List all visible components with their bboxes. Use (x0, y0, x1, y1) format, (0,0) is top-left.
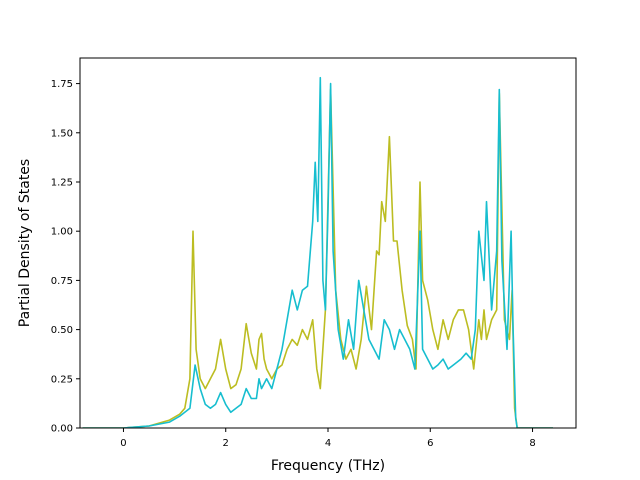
x-tick-label: 8 (529, 438, 535, 449)
plot-series-group (82, 76, 553, 428)
y-axis-ticks: 0.00 0.25 0.50 0.75 1.00 1.25 1.50 1.75 (51, 79, 80, 435)
x-tick-label: 4 (325, 438, 331, 449)
y-tick-label: 1.00 (51, 227, 73, 238)
x-axis-ticks: 0 2 4 6 8 (120, 428, 536, 449)
y-tick-label: 0.00 (51, 424, 73, 435)
x-tick-label: 2 (223, 438, 229, 449)
y-tick-label: 1.25 (51, 177, 73, 188)
y-tick-label: 0.50 (51, 325, 73, 336)
y-tick-label: 0.75 (51, 276, 73, 287)
x-tick-label: 6 (427, 438, 433, 449)
y-tick-label: 1.50 (51, 128, 73, 139)
y-tick-label: 0.25 (51, 374, 73, 385)
y-axis-label: Partial Density of States (17, 159, 33, 327)
series-line-2 (82, 76, 553, 428)
x-axis-label: Frequency (THz) (271, 458, 385, 474)
x-tick-label: 0 (120, 438, 126, 449)
y-tick-label: 1.75 (51, 79, 73, 90)
series-line-1 (82, 88, 553, 428)
